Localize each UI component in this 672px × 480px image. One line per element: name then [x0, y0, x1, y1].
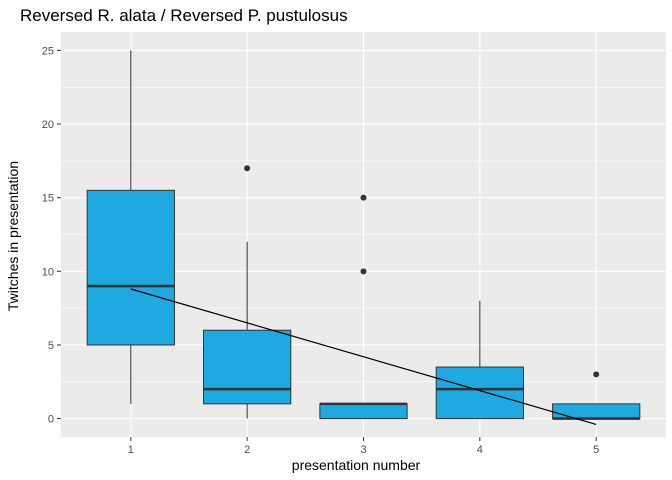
box-iqr — [203, 329, 292, 405]
box-group — [319, 194, 408, 420]
y-tick-label: 15 — [42, 193, 54, 205]
trend-line — [130, 288, 597, 426]
outlier-point — [593, 371, 600, 378]
boxes-layer — [86, 50, 641, 420]
trend-line-layer — [130, 288, 597, 426]
y-tick-label: 25 — [42, 45, 54, 57]
x-tick-label: 2 — [244, 444, 250, 456]
box-iqr — [86, 189, 175, 346]
box-group — [86, 50, 175, 404]
chart-title: Reversed R. alata / Reversed P. pustulos… — [20, 6, 348, 25]
outlier-point — [360, 268, 367, 275]
y-tick-label: 5 — [48, 340, 54, 352]
x-tick-label: 5 — [593, 444, 599, 456]
box-group — [552, 371, 641, 420]
outlier-point — [244, 165, 251, 172]
box-iqr — [319, 403, 408, 420]
x-tick-label: 4 — [477, 444, 483, 456]
x-axis-title: presentation number — [292, 457, 421, 473]
y-tick-label: 20 — [42, 119, 54, 131]
box-iqr — [552, 403, 641, 420]
y-axis-title: Twitches in presentation — [5, 161, 21, 311]
box-iqr — [435, 366, 524, 420]
x-tick-label: 1 — [128, 444, 134, 456]
box-group — [435, 300, 524, 420]
y-tick-label: 0 — [48, 414, 54, 426]
y-tick-label: 10 — [42, 266, 54, 278]
y-axis: 0 5 10 15 20 25 — [42, 45, 61, 426]
box-group — [203, 165, 292, 419]
x-tick-label: 3 — [360, 444, 366, 456]
outlier-point — [360, 194, 367, 201]
x-axis: 1 2 3 4 5 — [128, 437, 599, 456]
